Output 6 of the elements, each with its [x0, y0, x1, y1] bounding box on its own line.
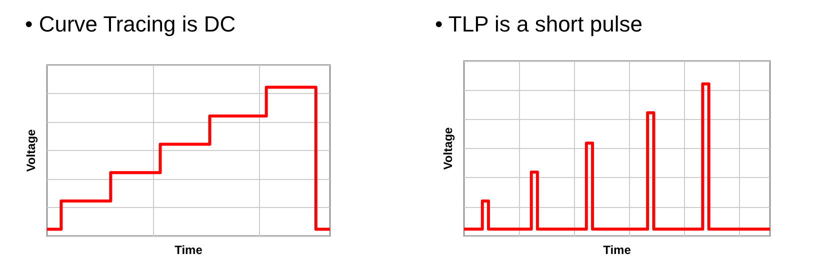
x-axis-title: Time: [174, 243, 203, 257]
y-axis-title: Voltage: [441, 126, 455, 170]
y-axis-title: Voltage: [24, 128, 38, 172]
chart-title: • TLP is a short pulse: [435, 12, 642, 36]
x-axis-title: Time: [603, 243, 632, 257]
chart-title: • Curve Tracing is DC: [25, 12, 236, 36]
